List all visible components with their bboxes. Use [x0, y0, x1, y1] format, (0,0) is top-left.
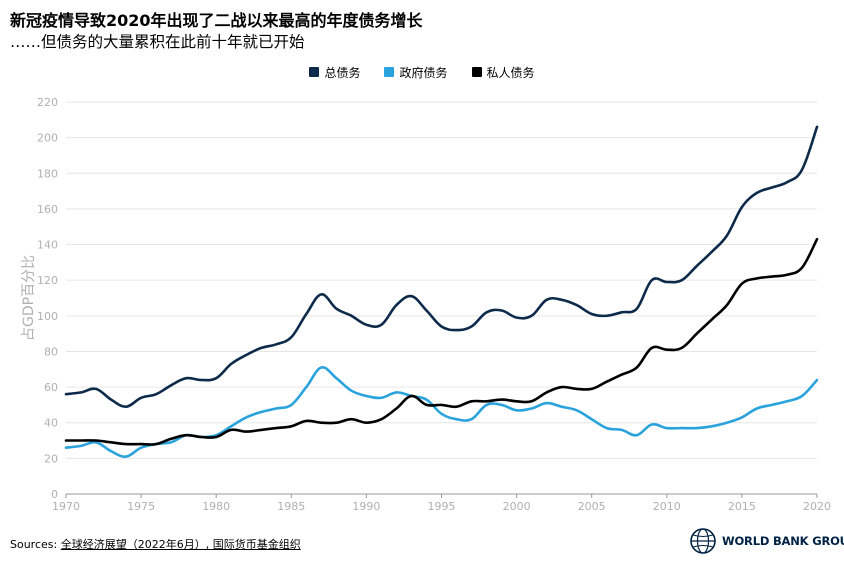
y-tick-label-60: 60: [44, 381, 58, 394]
x-tick-label-2005: 2005: [578, 500, 606, 513]
y-tick-label-100: 100: [37, 310, 58, 323]
y-tick-label-120: 120: [37, 274, 58, 287]
world-bank-logo[interactable]: WORLD BANK GROUP: [690, 527, 844, 555]
x-tick-label-2000: 2000: [503, 500, 531, 513]
x-tick-label-1970: 1970: [52, 500, 80, 513]
y-tick-label-80: 80: [44, 345, 58, 358]
y-tick-label-220: 220: [37, 96, 58, 109]
x-tick-label-1995: 1995: [428, 500, 456, 513]
chart-legend: 总债务 政府债务 私人债务: [0, 64, 844, 80]
chart-subtitle: ……但债务的大量累积在此前十年就已开始: [10, 33, 305, 51]
legend-item-total: 总债务: [309, 64, 360, 80]
y-tick-label-0: 0: [51, 488, 58, 501]
x-tick-label-1990: 1990: [352, 500, 380, 513]
y-axis-label: 占GDP百分比: [21, 255, 37, 341]
sources-footer: Sources: 全球经济展望（2022年6月）, 国际货币基金组织: [10, 536, 301, 552]
legend-item-private: 私人债务: [471, 64, 535, 80]
x-tick-label-1985: 1985: [277, 500, 305, 513]
x-tick-label-1980: 1980: [202, 500, 230, 513]
series-line-private: [64, 237, 819, 446]
world-bank-logo-text: WORLD BANK GROUP: [722, 534, 844, 548]
y-tick-label-200: 200: [37, 132, 58, 145]
y-tick-label-180: 180: [37, 167, 58, 180]
legend-swatch-government: [384, 67, 395, 77]
legend-label-private: 私人债务: [486, 65, 535, 80]
legend-item-government: 政府债务: [384, 64, 448, 80]
x-tick-label-1975: 1975: [127, 500, 155, 513]
y-tick-label-20: 20: [44, 452, 58, 465]
x-tick-label-2015: 2015: [728, 500, 756, 513]
x-tick-label-2010: 2010: [653, 500, 681, 513]
y-tick-label-40: 40: [44, 417, 58, 430]
legend-label-total: 总债务: [324, 65, 361, 80]
world-bank-globe-icon: [690, 528, 716, 554]
y-tick-label-140: 140: [37, 239, 58, 252]
series-line-total: [64, 125, 819, 408]
x-tick-label-2020: 2020: [803, 500, 831, 513]
y-tick-label-160: 160: [37, 203, 58, 216]
legend-label-government: 政府债务: [399, 65, 448, 80]
chart-title: 新冠疫情导致2020年出现了二战以来最高的年度债务增长: [10, 11, 423, 30]
sources-link[interactable]: 全球经济展望（2022年6月）, 国际货币基金组织: [60, 538, 301, 551]
legend-swatch-total: [309, 67, 320, 77]
sources-label: Sources:: [10, 538, 58, 551]
legend-swatch-private: [471, 67, 482, 77]
